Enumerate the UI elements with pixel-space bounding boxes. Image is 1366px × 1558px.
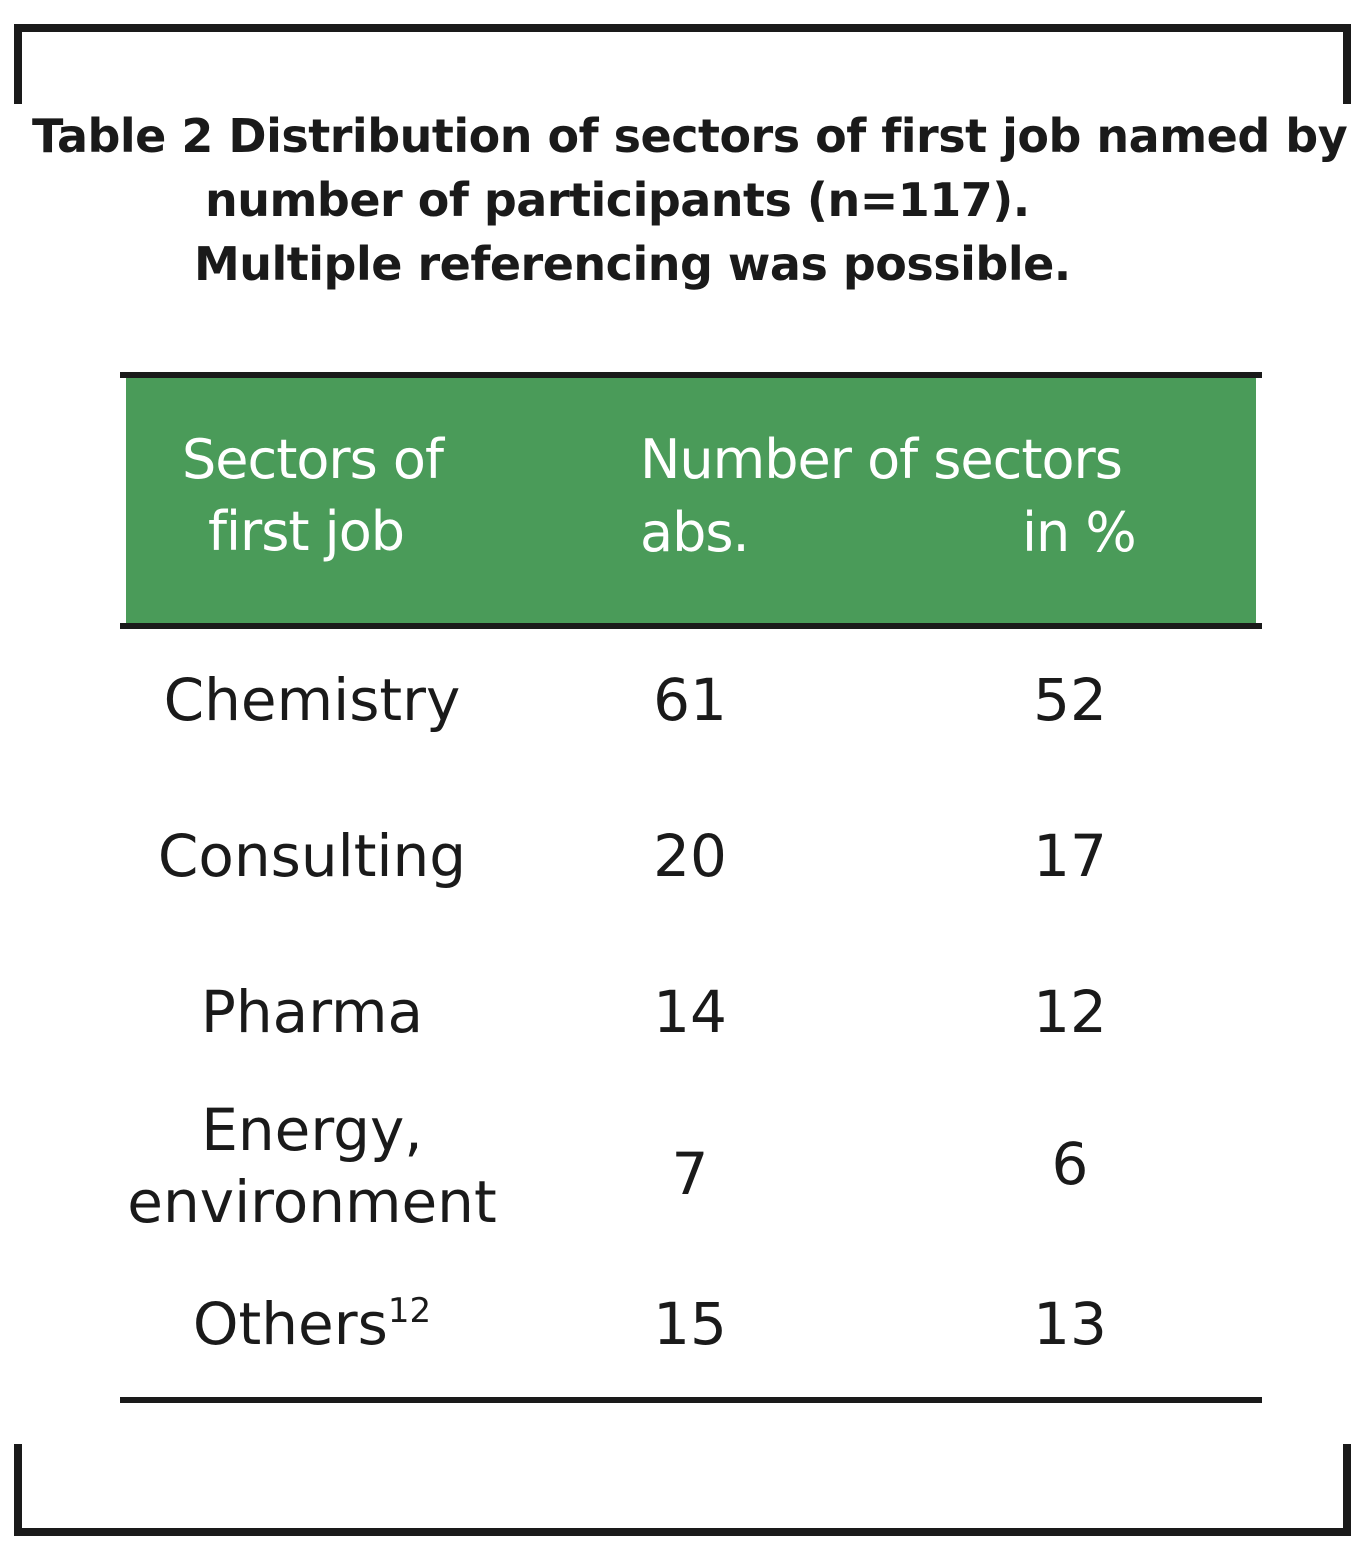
row-pharma-sector: Pharma bbox=[200, 978, 424, 1046]
row-chemistry-sector: Chemistry bbox=[163, 666, 461, 734]
table-header-band bbox=[126, 378, 1256, 623]
row-pharma-abs: 14 bbox=[653, 978, 727, 1046]
row-consulting-sector: Consulting bbox=[157, 822, 467, 890]
header-number-of-sectors: Number of sectors bbox=[640, 428, 1123, 491]
row-others-pct: 13 bbox=[1033, 1290, 1107, 1358]
row-others-footnote: 12 bbox=[387, 1291, 432, 1331]
row-consulting-abs: 20 bbox=[653, 822, 727, 890]
table-caption-line-3: Multiple referencing was possible. bbox=[194, 237, 1071, 291]
row-energy-pct: 6 bbox=[1051, 1130, 1089, 1198]
table-header-rule bbox=[120, 623, 1262, 629]
row-energy-sector: Energy, environment bbox=[120, 1094, 504, 1238]
header-sectors-line-1: Sectors of bbox=[182, 428, 444, 491]
table-caption-line-1: Table 2 Distribution of sectors of first… bbox=[32, 109, 1348, 163]
row-others-sector: Others12 bbox=[120, 1288, 504, 1360]
header-sectors-line-2: first job bbox=[208, 500, 405, 563]
header-sectors: Sectors of first job bbox=[182, 424, 444, 568]
table-caption-line-2: number of participants (n=117). bbox=[205, 173, 1030, 227]
row-chemistry-pct: 52 bbox=[1033, 666, 1107, 734]
header-abs: abs. bbox=[640, 501, 750, 564]
row-energy-sector-line-2: environment bbox=[127, 1168, 497, 1236]
frame-top-bracket bbox=[14, 24, 1351, 104]
row-others-abs: 15 bbox=[653, 1290, 727, 1358]
frame-bottom-bracket bbox=[14, 1444, 1351, 1536]
row-others-label: Others bbox=[192, 1290, 388, 1358]
table-bottom-rule bbox=[120, 1397, 1262, 1403]
row-consulting-pct: 17 bbox=[1033, 822, 1107, 890]
row-energy-abs: 7 bbox=[671, 1140, 709, 1208]
row-chemistry-abs: 61 bbox=[653, 666, 727, 734]
row-pharma-pct: 12 bbox=[1033, 978, 1107, 1046]
table-top-rule bbox=[120, 372, 1262, 378]
row-energy-sector-line-1: Energy, bbox=[201, 1096, 423, 1164]
header-percent: in % bbox=[1022, 501, 1137, 564]
